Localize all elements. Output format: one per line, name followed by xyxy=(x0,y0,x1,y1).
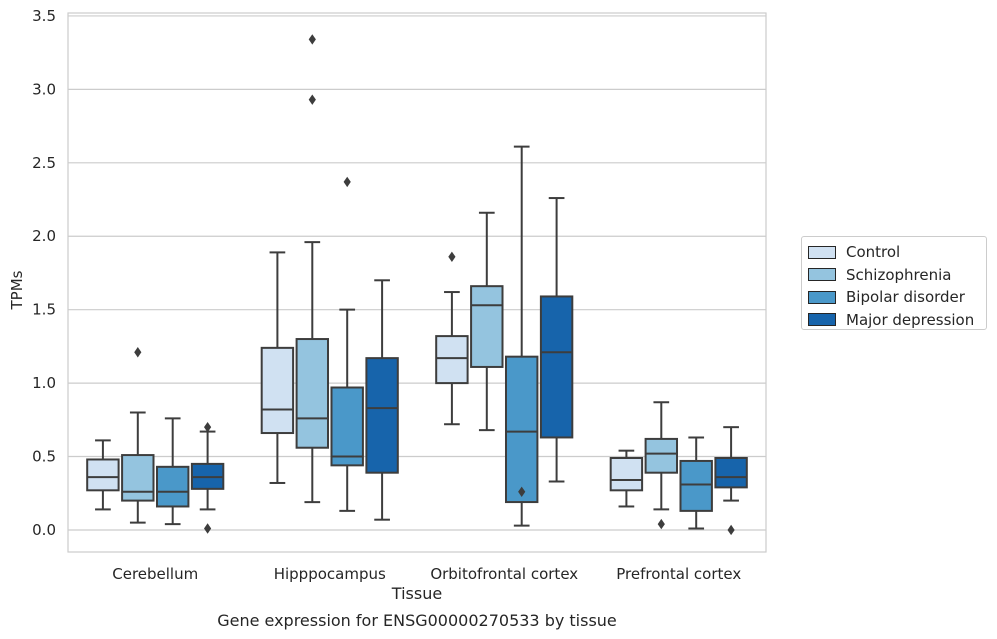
box-iqr xyxy=(86,458,120,492)
box-schizophrenia xyxy=(470,211,504,432)
box-major-depression xyxy=(190,421,225,534)
y-tick-label: 1.5 xyxy=(32,301,56,319)
box-control xyxy=(435,251,469,426)
box-control xyxy=(609,449,644,508)
outlier-point xyxy=(204,421,212,433)
y-tick-label: 2.5 xyxy=(32,154,56,172)
box-bipolar-disorder xyxy=(155,417,190,526)
legend-swatch xyxy=(808,313,836,327)
box-major-depression xyxy=(714,426,748,536)
box-iqr xyxy=(470,285,504,368)
y-tick-label: 0.5 xyxy=(32,448,56,466)
box-iqr xyxy=(539,295,574,439)
box-iqr xyxy=(504,355,539,504)
box-iqr xyxy=(644,437,679,474)
box-iqr xyxy=(365,357,399,474)
box-iqr xyxy=(714,457,748,489)
box-bipolar-disorder xyxy=(330,176,364,512)
outlier-point xyxy=(343,176,351,188)
chart-title: Gene expression for ENSG00000270533 by t… xyxy=(217,611,617,630)
box-bipolar-disorder xyxy=(679,436,713,530)
box-schizophrenia xyxy=(121,347,155,524)
x-tick-label: Orbitofrontal cortex xyxy=(430,565,578,583)
legend-label: Control xyxy=(846,243,901,262)
box-control xyxy=(86,439,120,511)
outlier-point xyxy=(727,524,735,536)
box-bipolar-disorder xyxy=(504,145,539,527)
box-schizophrenia xyxy=(644,401,679,530)
box-iqr xyxy=(609,457,644,492)
y-axis-label: TPMs xyxy=(8,270,26,310)
box-iqr xyxy=(295,338,330,449)
legend: Control Schizophrenia Bipolar disorder Majo… xyxy=(801,236,987,330)
legend-swatch xyxy=(808,290,836,304)
outlier-point xyxy=(134,347,142,358)
legend-item: Bipolar disorder xyxy=(808,286,986,309)
legend-label: Major depression xyxy=(846,310,975,329)
grid-lines xyxy=(68,15,766,531)
legend-item: Control xyxy=(808,241,986,264)
legend-swatch xyxy=(808,268,836,282)
y-tick-labels: 0.0 0.5 1.0 1.5 2.0 2.5 3.0 3.5 xyxy=(32,7,56,539)
box-iqr xyxy=(121,454,155,502)
box-groups xyxy=(86,34,748,536)
legend-swatch xyxy=(808,245,836,259)
x-tick-label: Prefrontal cortex xyxy=(616,565,741,583)
outlier-point xyxy=(308,94,316,105)
box-schizophrenia xyxy=(295,34,330,504)
box-major-depression xyxy=(539,197,574,483)
legend-label: Schizophrenia xyxy=(846,265,952,284)
outlier-point xyxy=(308,34,316,45)
box-major-depression xyxy=(365,279,399,521)
y-tick-label: 2.0 xyxy=(32,227,56,245)
x-tick-label: Cerebellum xyxy=(112,565,198,583)
box-iqr xyxy=(679,459,713,512)
outlier-point xyxy=(657,518,665,530)
box-iqr xyxy=(155,465,190,508)
plot-area-frame xyxy=(67,12,767,553)
x-tick-labels: Cerebellum Hipppocampus Orbitofrontal cort… xyxy=(112,565,741,583)
x-axis-label: Tissue xyxy=(391,584,442,603)
box-iqr xyxy=(260,346,295,435)
y-tick-label: 3.5 xyxy=(32,7,56,25)
box-iqr xyxy=(330,386,364,467)
box-iqr xyxy=(435,335,469,385)
outlier-point xyxy=(518,486,526,497)
box-control xyxy=(260,251,295,484)
y-tick-label: 3.0 xyxy=(32,80,56,98)
legend-label: Bipolar disorder xyxy=(846,288,965,307)
y-tick-label: 1.0 xyxy=(32,374,56,392)
outlier-point xyxy=(448,251,456,262)
x-tick-label: Hipppocampus xyxy=(274,565,386,583)
legend-item: Schizophrenia xyxy=(808,264,986,287)
y-tick-label: 0.0 xyxy=(32,521,56,539)
outlier-point xyxy=(204,523,212,534)
legend-item: Major depression xyxy=(808,309,986,332)
